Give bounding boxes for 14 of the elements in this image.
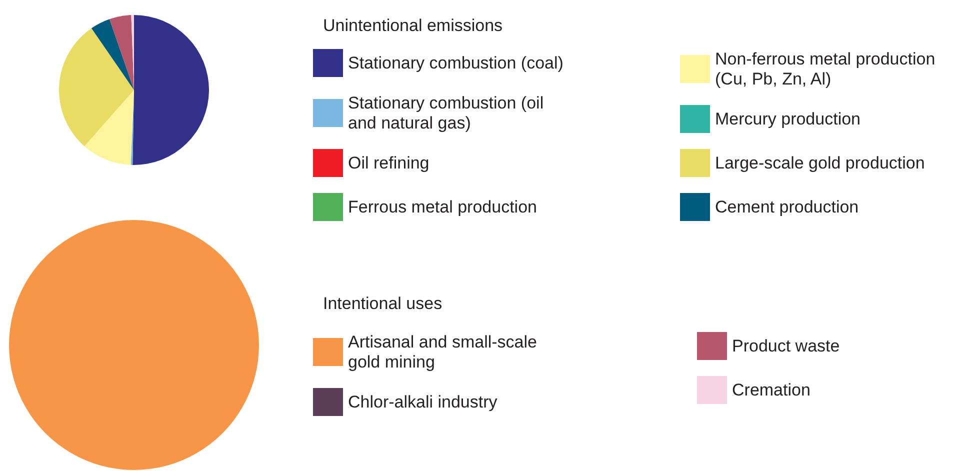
legend-title: Intentional uses — [323, 294, 442, 313]
legend-title: Unintentional emissions — [323, 16, 503, 35]
legend-label: Stationary combustion (oil and natural gas) — [348, 94, 548, 132]
legend-label: Ferrous metal production — [348, 198, 537, 216]
legend-label: Cement production — [715, 198, 859, 216]
legend-label: Stationary combustion (coal) — [348, 54, 564, 72]
legend-label: Artisanal and small-scale gold mining — [348, 332, 542, 372]
legend-label: Chlor-alkali industry — [348, 392, 498, 412]
legend-label: Large-scale gold production — [715, 154, 925, 172]
legend-label: Cremation — [732, 380, 810, 400]
legend-label: Oil refining — [348, 154, 430, 172]
legend-label: Non-ferrous metal production (Cu, Pb, Zn, Al) — [715, 50, 940, 88]
legend-label: Mercury production — [715, 110, 861, 128]
legend-label: Product waste — [732, 336, 840, 356]
